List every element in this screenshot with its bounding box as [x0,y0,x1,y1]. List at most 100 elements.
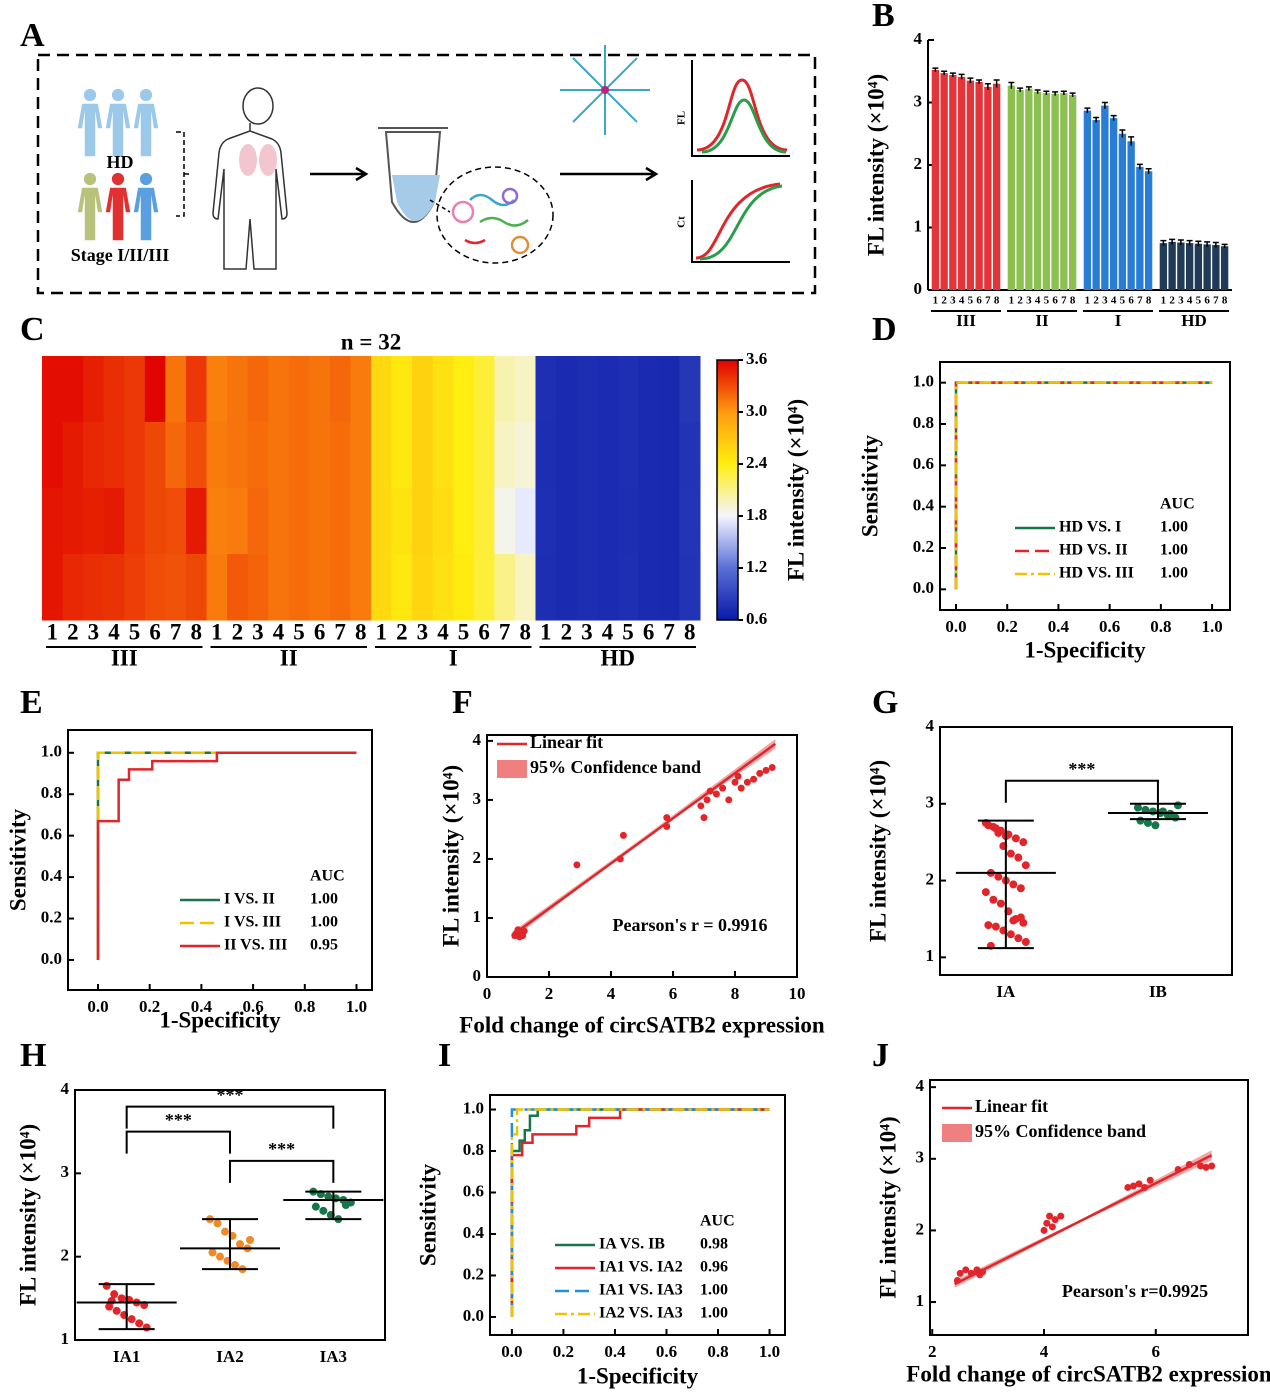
significance-label: *** [217,1085,244,1105]
heat-cell [83,422,105,489]
data-point [762,766,770,774]
bar [966,80,975,290]
y-axis-label: FL intensity (×10⁴) [438,765,463,947]
heat-cell [432,356,454,423]
panel-label: D [872,311,897,348]
data-point [1014,853,1023,862]
data-point [1021,937,1030,946]
data-point [1146,1176,1154,1184]
heat-cell [268,554,290,621]
heat-cell [144,488,166,555]
data-point [756,769,764,777]
panel-label: I [438,1037,451,1074]
heat-cell [329,422,351,489]
legend-label: IA VS. IB [599,1236,665,1253]
heat-cell [227,488,249,555]
x-tick-label: 1 [1085,295,1091,307]
x-tick-label: 3 [252,619,264,644]
x-tick-label: 5 [622,619,634,644]
panel-label: H [20,1037,46,1074]
x-tick-label: 2 [396,619,408,644]
group-label: HD [107,152,134,172]
x-tick-label: 7 [985,295,991,307]
heat-cell [185,356,207,423]
heat-cell [638,356,660,423]
x-tick-label: 0.8 [294,997,315,1016]
y-tick-label: 2 [61,1246,70,1265]
legend-label: IA2 VS. IA3 [599,1305,683,1322]
heat-cell [371,356,393,423]
heat-cell [617,488,639,555]
x-tick-label: 7 [1213,295,1219,307]
x-tick-label: 8 [994,295,1000,307]
data-point [135,1319,144,1328]
plot-axes [691,60,790,263]
x-tick-label: 0.0 [501,1342,522,1361]
legend-title: AUC [700,1213,735,1230]
fl-curve [701,98,787,154]
data-point [1158,807,1167,816]
y-tick-label: 3 [473,789,482,808]
group-label: I [1115,311,1122,330]
colorbar-tick-label: 3.6 [746,349,767,368]
heat-cell [432,422,454,489]
data-point [768,763,776,771]
y-tick-label: 0.2 [913,537,934,556]
bar [1068,95,1077,290]
heat-cell [83,488,105,555]
data-point [107,1296,116,1305]
bar [1016,90,1024,290]
heat-cell [185,488,207,555]
heat-cell [206,488,228,555]
x-tick-label: 3 [581,619,593,644]
tube-liquid [392,175,440,221]
colorbar-tick-label: 2.4 [746,453,768,472]
heat-cell [391,488,413,555]
y-axis-label: FL intensity (×10⁴) [875,1116,900,1298]
x-tick-label: 3 [1102,295,1108,307]
data-point [989,895,998,904]
heat-cell [103,554,125,621]
x-axis-label: 1-Specificity [1024,637,1146,662]
heat-cell [124,422,146,489]
bar [1177,242,1185,290]
legend-label: I VS. II [224,891,275,908]
heat-cell [432,488,454,555]
x-tick-label: 2 [1169,295,1175,307]
heat-cell [638,554,660,621]
x-tick-label: 6 [1128,295,1134,307]
heat-cell [42,422,64,489]
heat-cell [268,356,290,423]
chart-title: n = 32 [341,329,401,354]
data-point [319,1206,328,1215]
y-tick-label: 1 [473,907,482,926]
heat-cell [658,554,680,621]
colorbar-label: FL intensity (×10⁴) [783,399,808,581]
heat-cell [329,488,351,555]
arrow [560,166,659,182]
legend-auc: 1.00 [1160,565,1188,582]
y-tick-label: 1 [61,1329,70,1348]
y-axis-label: FL intensity (×10⁴) [863,74,888,256]
bar [1109,118,1118,290]
group-label: Stage I/II/III [71,245,170,265]
person-icon [133,88,159,157]
data-point [725,796,733,804]
fit-line [954,1154,1213,1286]
x-tick-label: 0.0 [87,997,108,1016]
data-point [324,1192,333,1201]
data-point [1009,916,1018,925]
x-tick-label: 0.6 [656,1342,677,1361]
heat-cell [288,554,310,621]
heat-cell [309,422,331,489]
heat-cell [576,422,598,489]
data-point [991,922,1000,931]
data-point [706,787,714,795]
heat-cell [62,422,84,489]
data-point [1141,805,1150,814]
x-tick-label: 8 [519,619,531,644]
x-tick-label: 1.0 [346,997,367,1016]
x-tick-label: 2 [928,1342,937,1361]
x-tick-label: 8 [190,619,202,644]
heat-cell [144,356,166,423]
